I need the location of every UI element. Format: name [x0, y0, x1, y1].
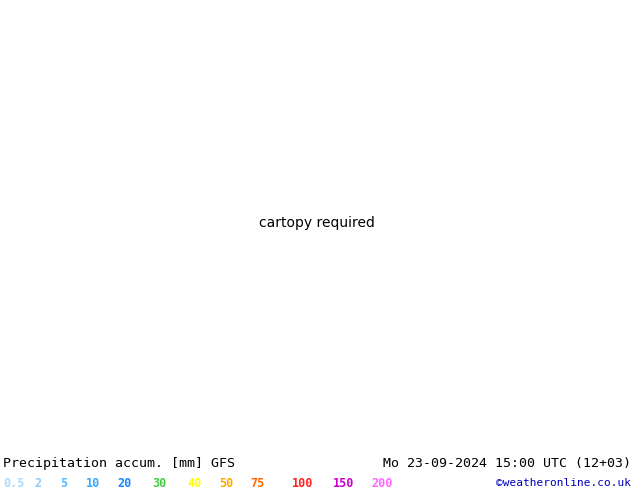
Text: 20: 20 — [117, 477, 131, 490]
Text: 5: 5 — [60, 477, 67, 490]
Text: 150: 150 — [333, 477, 354, 490]
Text: cartopy required: cartopy required — [259, 216, 375, 230]
Text: 100: 100 — [292, 477, 313, 490]
Text: Precipitation accum. [mm] GFS: Precipitation accum. [mm] GFS — [3, 457, 235, 470]
Text: 30: 30 — [152, 477, 166, 490]
Text: 10: 10 — [86, 477, 100, 490]
Text: 0.5: 0.5 — [3, 477, 25, 490]
Text: ©weatheronline.co.uk: ©weatheronline.co.uk — [496, 478, 631, 489]
Text: 200: 200 — [371, 477, 392, 490]
Text: 75: 75 — [250, 477, 264, 490]
Text: 50: 50 — [219, 477, 233, 490]
Text: Mo 23-09-2024 15:00 UTC (12+03): Mo 23-09-2024 15:00 UTC (12+03) — [383, 457, 631, 470]
Text: 2: 2 — [35, 477, 42, 490]
Text: 40: 40 — [187, 477, 201, 490]
